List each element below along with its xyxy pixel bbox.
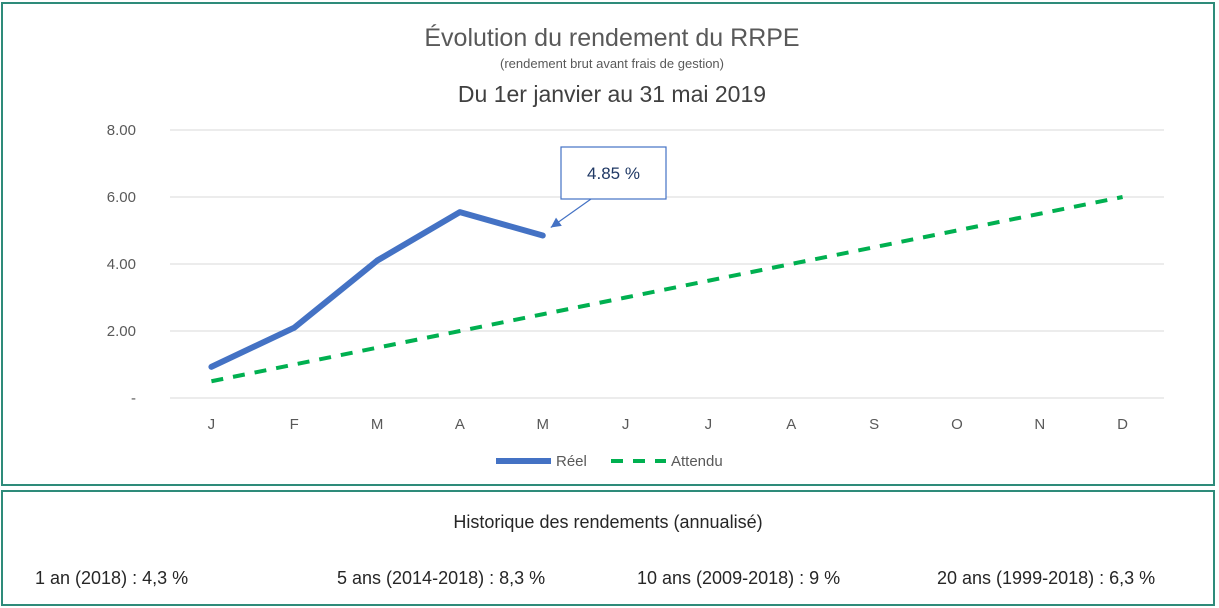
y-tick-label: 8.00 — [107, 122, 136, 139]
callout-label: 4.85 % — [587, 164, 640, 183]
history-item-20yr: 20 ans (1999-2018) : 6,3 % — [937, 568, 1156, 588]
x-tick-label: J — [208, 416, 216, 433]
x-tick-label: A — [786, 416, 796, 433]
x-tick-label: M — [537, 416, 550, 433]
x-tick-label: F — [290, 416, 299, 433]
y-tick-label: 4.00 — [107, 256, 136, 273]
chart-period: Du 1er janvier au 31 mai 2019 — [458, 81, 766, 107]
x-tick-label: A — [455, 416, 465, 433]
y-axis-ticks: - 2.00 4.00 6.00 8.00 — [107, 122, 136, 407]
grid-lines — [170, 129, 1164, 399]
history-title: Historique des rendements (annualisé) — [453, 512, 763, 532]
line-chart: Évolution du rendement du RRPE (rendemen… — [107, 23, 1164, 470]
x-tick-label: M — [371, 416, 384, 433]
y-tick-label: - — [131, 390, 136, 407]
legend: Réel Attendu — [496, 453, 723, 470]
legend-label-réel: Réel — [556, 453, 587, 470]
x-tick-label: D — [1117, 416, 1128, 433]
chart-subtitle: (rendement brut avant frais de gestion) — [500, 56, 724, 71]
callout-box — [560, 146, 667, 200]
y-tick-label: 6.00 — [107, 189, 136, 206]
chart-title: Évolution du rendement du RRPE — [424, 23, 799, 52]
callout: 4.85 % — [550, 146, 667, 229]
x-tick-label: N — [1034, 416, 1045, 433]
history-item-10yr: 10 ans (2009-2018) : 9 % — [637, 568, 841, 588]
history-panel: Historique des rendements (annualisé) 1 … — [1, 490, 1215, 606]
history-item-1yr: 1 an (2018) : 4,3 % — [35, 568, 189, 588]
x-tick-label: S — [869, 416, 879, 433]
x-tick-label: O — [951, 416, 963, 433]
chart-panel: Évolution du rendement du RRPE (rendemen… — [1, 2, 1215, 486]
x-tick-label: J — [705, 416, 713, 433]
history-item-5yr: 5 ans (2014-2018) : 8,3 % — [337, 568, 546, 588]
legend-label-attendu: Attendu — [671, 453, 723, 470]
series-line-réel — [208, 209, 546, 370]
series-lines — [208, 195, 1123, 384]
y-tick-label: 2.00 — [107, 323, 136, 340]
x-tick-label: J — [622, 416, 630, 433]
series-line-attendu — [211, 195, 1123, 384]
callout-arrowhead — [550, 217, 562, 228]
